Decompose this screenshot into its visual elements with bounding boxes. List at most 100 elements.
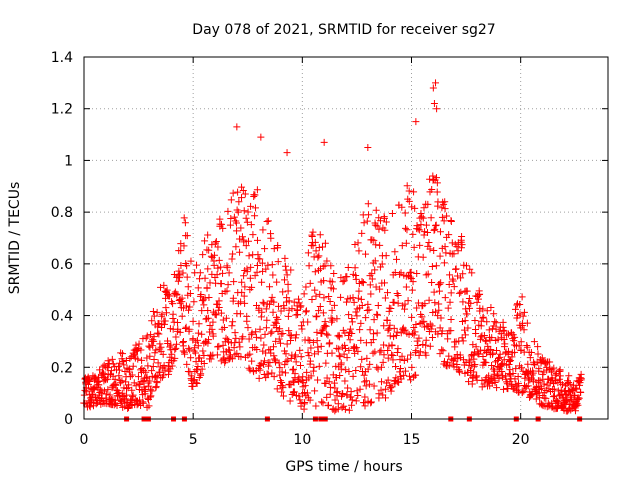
y-tick-label: 1.4	[51, 50, 73, 66]
data-point	[311, 268, 319, 276]
data-point	[198, 365, 206, 373]
data-point	[262, 265, 270, 273]
data-point	[532, 395, 540, 403]
data-point	[394, 291, 402, 299]
data-point	[441, 294, 449, 302]
data-point	[270, 298, 278, 306]
data-point	[534, 343, 542, 351]
data-point	[375, 225, 383, 233]
data-point	[104, 386, 112, 394]
data-point	[488, 361, 496, 369]
data-point	[482, 359, 490, 367]
data-point	[290, 298, 298, 306]
data-point	[219, 316, 227, 324]
data-point	[444, 335, 452, 343]
data-point	[263, 316, 271, 324]
data-point	[171, 354, 179, 362]
data-point	[168, 350, 176, 358]
data-point	[435, 306, 443, 314]
data-point	[192, 379, 200, 387]
data-point	[173, 291, 181, 299]
data-point	[334, 332, 342, 340]
data-point	[199, 347, 207, 355]
data-point	[401, 326, 409, 334]
data-point	[406, 273, 414, 281]
data-point	[415, 334, 423, 342]
data-point	[240, 207, 248, 215]
data-point	[129, 391, 137, 399]
data-point	[405, 372, 413, 380]
data-point	[373, 222, 381, 230]
data-point	[416, 226, 424, 234]
data-point	[474, 292, 482, 300]
data-point	[146, 393, 154, 401]
data-point	[447, 289, 455, 297]
data-point	[500, 335, 508, 343]
data-point	[422, 341, 430, 349]
data-point	[149, 307, 157, 315]
data-point	[197, 371, 205, 379]
data-point	[466, 265, 474, 273]
data-point	[162, 309, 170, 317]
data-point	[388, 383, 396, 391]
data-point	[272, 319, 280, 327]
data-point	[285, 327, 293, 335]
data-point	[360, 219, 368, 227]
data-point	[314, 253, 322, 261]
data-point	[417, 221, 425, 229]
data-point	[414, 299, 422, 307]
y-tick-label: 0.6	[51, 257, 73, 273]
data-point	[178, 294, 186, 302]
data-point	[424, 229, 432, 237]
data-point	[169, 300, 177, 308]
data-point	[224, 207, 232, 215]
data-point	[404, 297, 412, 305]
data-point	[306, 357, 314, 365]
data-point	[109, 382, 117, 390]
data-point	[204, 265, 212, 273]
data-point	[537, 384, 545, 392]
data-point	[311, 387, 319, 395]
data-point	[207, 355, 215, 363]
data-point	[422, 336, 430, 344]
data-point	[168, 362, 176, 370]
data-point	[494, 370, 502, 378]
data-point	[302, 308, 310, 316]
data-point	[305, 262, 313, 270]
data-point	[255, 304, 263, 312]
outlier-point	[283, 149, 291, 157]
data-point	[491, 379, 499, 387]
data-point	[328, 306, 336, 314]
data-point	[524, 360, 532, 368]
data-point	[276, 339, 284, 347]
data-point	[268, 369, 276, 377]
data-point	[234, 188, 242, 196]
data-point	[276, 364, 284, 372]
data-point	[412, 347, 420, 355]
data-point	[349, 372, 357, 380]
data-point	[317, 342, 325, 350]
data-point	[294, 310, 302, 318]
data-point	[466, 358, 474, 366]
data-point	[418, 318, 426, 326]
data-point	[287, 337, 295, 345]
data-point	[410, 243, 418, 251]
data-point	[309, 228, 317, 236]
data-point	[227, 196, 235, 204]
data-point	[515, 342, 523, 350]
data-point	[235, 198, 243, 206]
data-point	[408, 203, 416, 211]
data-point	[130, 379, 138, 387]
data-point	[181, 324, 189, 332]
data-point	[252, 328, 260, 336]
data-point	[319, 243, 327, 251]
data-point	[108, 355, 116, 363]
data-point	[208, 241, 216, 249]
data-point	[337, 365, 345, 373]
data-point	[213, 351, 221, 359]
data-point	[393, 328, 401, 336]
data-point	[479, 305, 487, 313]
data-point	[178, 312, 186, 320]
data-point	[96, 386, 104, 394]
